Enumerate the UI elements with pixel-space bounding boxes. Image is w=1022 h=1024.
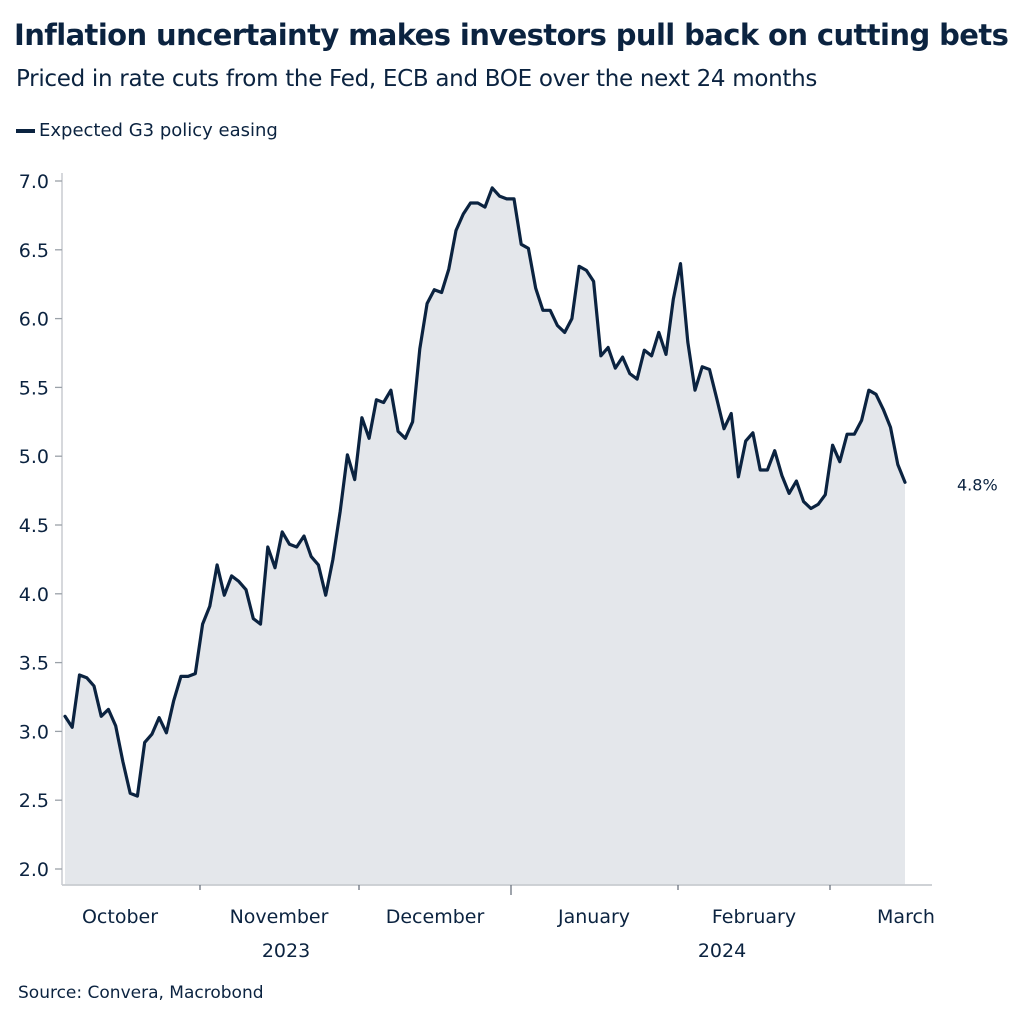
x-month-label: February <box>712 906 796 928</box>
chart-title: Inflation uncertainty makes investors pu… <box>14 18 1009 52</box>
y-tick-label: 4.0 <box>19 584 49 606</box>
y-tick-label: 4.5 <box>19 515 49 537</box>
legend-line-swatch <box>16 128 35 133</box>
x-month-label: November <box>230 906 329 928</box>
y-tick-label: 7.0 <box>19 171 49 193</box>
chart-subtitle: Priced in rate cuts from the Fed, ECB an… <box>16 66 818 92</box>
x-month-label: March <box>877 906 935 928</box>
y-tick-label: 2.5 <box>19 790 49 812</box>
y-tick-label: 5.5 <box>19 377 49 399</box>
legend-label: Expected G3 policy easing <box>39 120 278 141</box>
series-area-fill <box>65 187 905 885</box>
x-year-label: 2023 <box>262 940 310 962</box>
y-tick-label: 5.0 <box>19 446 49 468</box>
x-year-label: 2024 <box>698 940 746 962</box>
y-axis: 2.0 2.5 3.0 3.5 4.0 4.5 5.0 5.5 6.0 6.5 7.0 <box>19 171 63 885</box>
x-axis: October November December January February Ma… <box>62 884 935 962</box>
series-line <box>63 186 907 798</box>
x-month-label: December <box>386 906 485 928</box>
y-tick-label: 2.0 <box>19 859 49 881</box>
plot-area: 4.8% <box>63 186 998 885</box>
legend: Expected G3 policy easing <box>16 120 278 141</box>
x-month-label: October <box>82 906 158 928</box>
y-tick-label: 6.5 <box>19 240 49 262</box>
y-tick-label: 3.5 <box>19 653 49 675</box>
y-tick-label: 3.0 <box>19 721 49 743</box>
end-value-label: 4.8% <box>957 475 998 494</box>
y-tick-label: 6.0 <box>19 309 49 331</box>
source-note: Source: Convera, Macrobond <box>18 983 264 1003</box>
x-month-label: January <box>557 906 630 928</box>
